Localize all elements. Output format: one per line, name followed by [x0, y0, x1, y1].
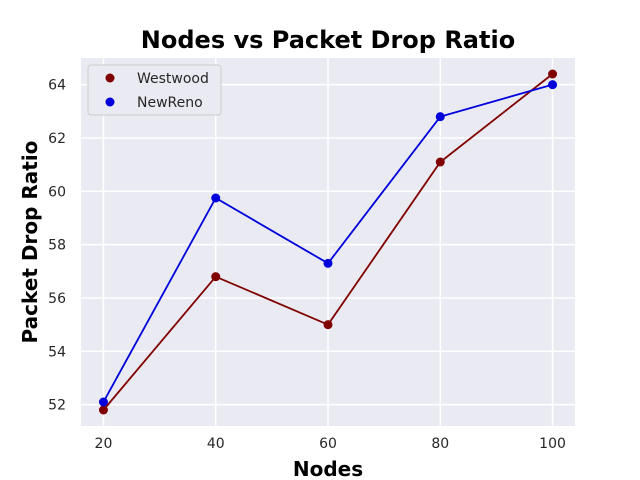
y-tick-label: 56: [48, 291, 66, 307]
westwood-point: [211, 272, 221, 282]
westwood-point: [435, 157, 445, 167]
x-axis-label: Nodes: [293, 457, 363, 480]
westwood-point: [323, 320, 333, 330]
newreno-point: [211, 193, 221, 203]
newreno-point: [98, 397, 108, 407]
y-tick-label: 60: [48, 184, 66, 200]
y-tick-label: 52: [48, 398, 66, 414]
x-tick-label: 80: [431, 436, 449, 452]
newreno-point: [548, 80, 558, 90]
y-tick-label: 58: [48, 238, 66, 254]
y-axis-label: Packet Drop Ratio: [18, 141, 42, 344]
y-tick-label: 64: [48, 78, 66, 94]
legend: Westwood NewReno: [87, 64, 222, 116]
westwood-point: [98, 405, 108, 415]
westwood-point: [548, 69, 558, 79]
legend-box: [87, 64, 222, 116]
newreno-point: [435, 112, 445, 122]
newreno-legend-label: NewReno: [137, 95, 203, 111]
ticks: 20 40 60 80 100 52 54 56 58 60 62 64: [48, 78, 566, 452]
newreno-legend-marker: [105, 97, 115, 107]
chart-title: Nodes vs Packet Drop Ratio: [141, 26, 515, 54]
grid: [81, 58, 575, 426]
westwood-legend-label: Westwood: [137, 71, 209, 87]
x-tick-label: 40: [207, 436, 225, 452]
newreno-point: [323, 258, 333, 268]
y-tick-label: 62: [48, 131, 66, 147]
x-tick-label: 20: [95, 436, 113, 452]
x-tick-label: 60: [319, 436, 337, 452]
series-layer: [98, 69, 558, 415]
westwood-legend-marker: [105, 73, 115, 83]
y-tick-label: 54: [48, 344, 66, 360]
x-tick-label: 100: [539, 436, 566, 452]
